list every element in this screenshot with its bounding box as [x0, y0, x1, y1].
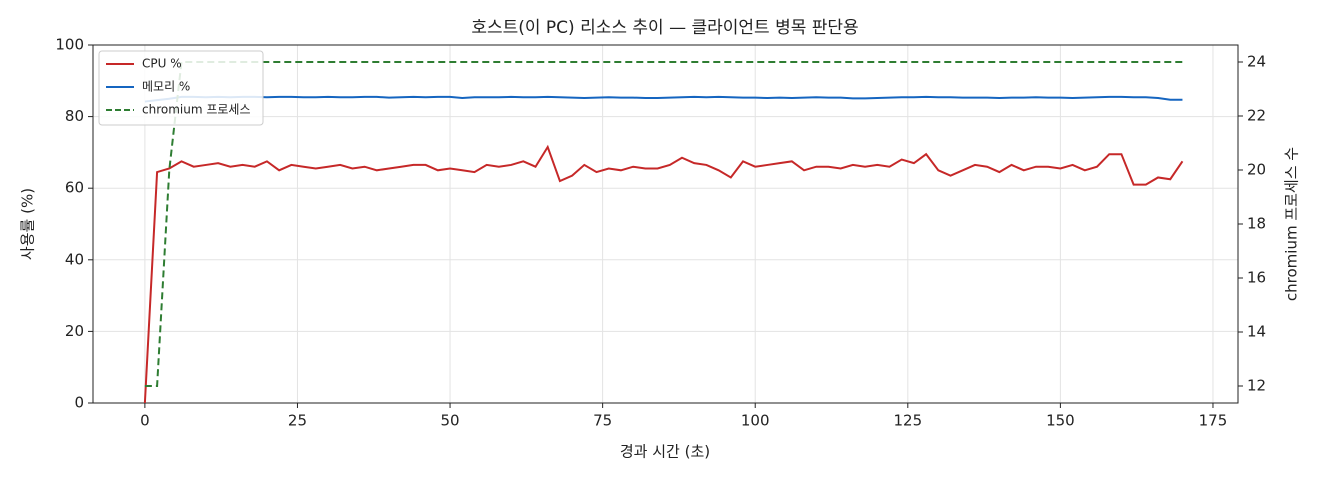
x-tick-label: 150	[1046, 412, 1075, 430]
legend: CPU % 메모리 % chromium 프로세스	[98, 50, 264, 126]
y-tick-label: 100	[55, 36, 84, 54]
x-axis-label: 경과 시간 (초)	[620, 443, 710, 461]
y2-tick-label: 12	[1247, 376, 1266, 394]
y-tick-label: 0	[74, 394, 84, 412]
y2-tick-label: 16	[1247, 268, 1266, 286]
x-tick-label: 100	[741, 412, 770, 430]
legend-label: 메모리 %	[142, 80, 190, 94]
y2-tick-label: 20	[1247, 161, 1266, 179]
x-tick-label: 125	[893, 412, 922, 430]
x-tick-label: 175	[1199, 412, 1228, 430]
series-line	[144, 61, 1183, 387]
y2-axis-label: chromium 프로세스 수	[1283, 147, 1301, 301]
y-tick-label: 60	[65, 179, 84, 197]
y2-tick-label: 18	[1247, 215, 1266, 233]
y-tick-label: 40	[65, 250, 84, 268]
legend-box	[98, 50, 264, 126]
y2-tick-label: 24	[1247, 53, 1266, 71]
legend-label: chromium 프로세스	[142, 103, 251, 117]
plot-frame	[92, 44, 1239, 404]
y-tick-label: 20	[65, 322, 84, 340]
y-tick-label: 80	[65, 107, 84, 125]
y2-tick-label: 14	[1247, 322, 1266, 340]
x-tick-label: 0	[140, 412, 150, 430]
series-line	[143, 144, 1184, 404]
x-tick-label: 25	[288, 412, 307, 430]
y2-tick-label: 22	[1247, 107, 1266, 125]
x-tick-label: 50	[441, 412, 460, 430]
y-axis-label: 사용률 (%)	[19, 188, 37, 260]
legend-label: CPU %	[142, 57, 182, 71]
series-line	[144, 95, 1183, 103]
chart-title: 호스트(이 PC) 리소스 추이 — 클라이언트 병목 판단용	[471, 18, 858, 38]
x-tick-label: 75	[593, 412, 612, 430]
